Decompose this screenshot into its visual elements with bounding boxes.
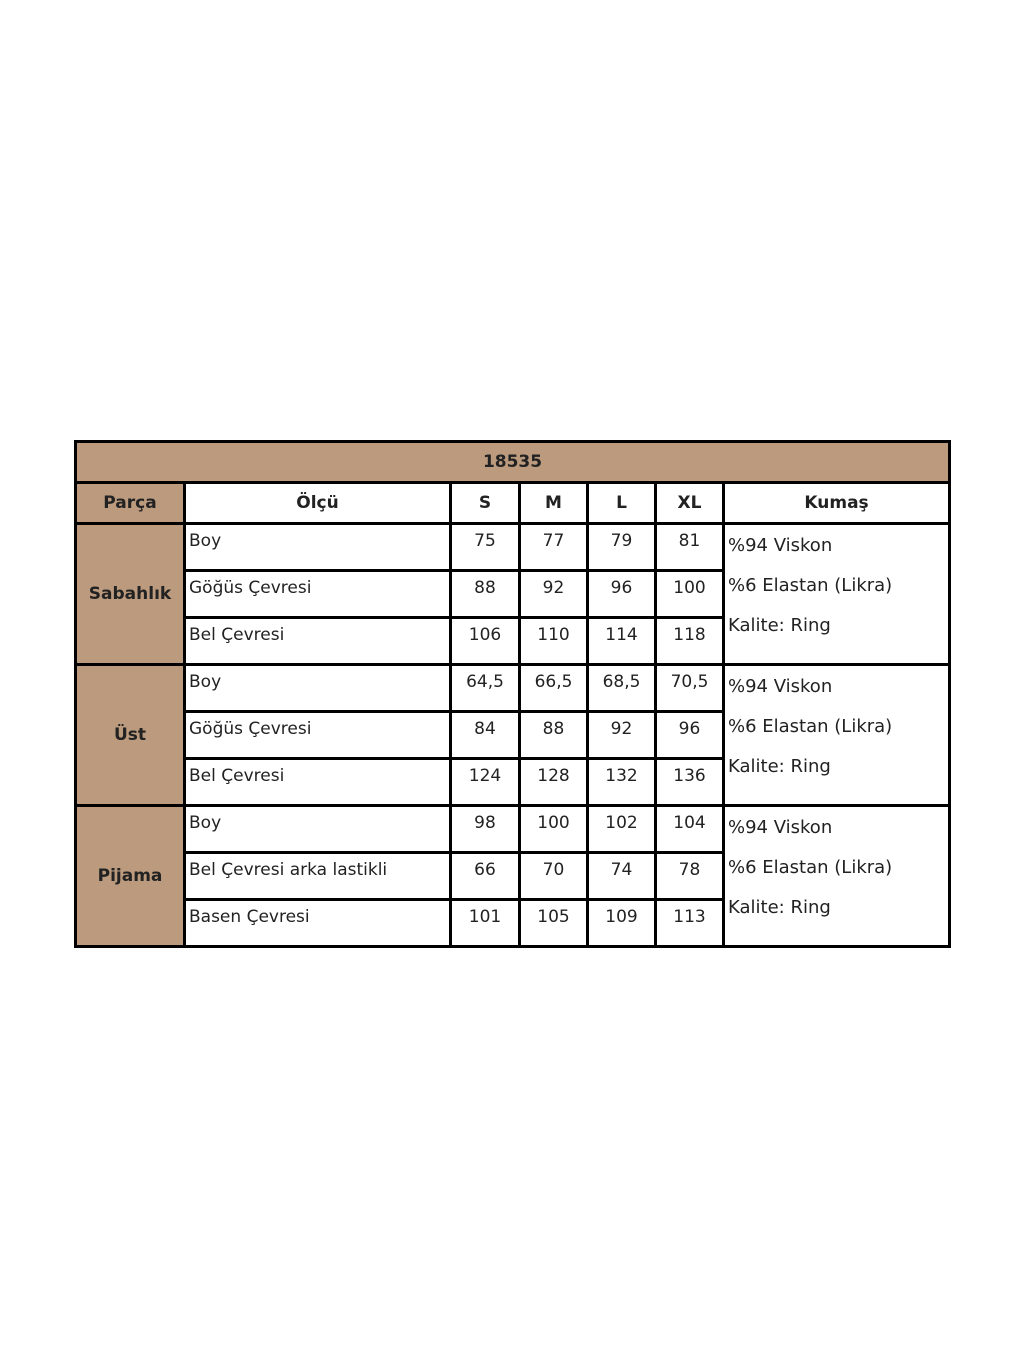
part-cell: Üst	[74, 663, 186, 807]
table-title: 18535	[73, 440, 952, 484]
value-cell: 100	[518, 804, 589, 854]
fabric-line: %94 Viskon	[728, 535, 833, 556]
measure-cell: Basen Çevresi	[183, 898, 452, 948]
header-fabric: Kumaş	[721, 481, 952, 525]
fabric-line: Kalite: Ring	[728, 756, 831, 777]
value-cell: 105	[518, 898, 589, 948]
value-cell: 100	[654, 569, 725, 619]
table-row: Bel Çevresi 124 128 132 136	[76, 757, 950, 807]
fabric-line: Kalite: Ring	[728, 615, 831, 636]
value-cell: 70	[518, 851, 589, 901]
value-cell: 101	[449, 898, 521, 948]
value-cell: 66	[449, 851, 521, 901]
value-cell: 118	[654, 616, 725, 666]
value-cell: 78	[654, 851, 725, 901]
fabric-line: %6 Elastan (Likra)	[728, 857, 893, 878]
value-cell: 77	[518, 522, 589, 572]
value-cell: 74	[586, 851, 657, 901]
fabric-line: %94 Viskon	[728, 676, 833, 697]
fabric-cell: %94 Viskon %6 Elastan (Likra) Kalite: Ring	[721, 522, 952, 666]
measure-cell: Bel Çevresi	[183, 757, 452, 807]
value-cell: 96	[586, 569, 657, 619]
value-cell: 79	[586, 522, 657, 572]
header-part: Parça	[74, 481, 186, 525]
value-cell: 66,5	[518, 663, 589, 713]
fabric-line: %6 Elastan (Likra)	[728, 575, 893, 596]
measure-cell: Bel Çevresi	[183, 616, 452, 666]
value-cell: 110	[518, 616, 589, 666]
fabric-line: %6 Elastan (Likra)	[728, 716, 893, 737]
part-cell: Pijama	[74, 804, 186, 948]
table-row: Göğüs Çevresi 88 92 96 100	[76, 569, 950, 619]
value-cell: 92	[586, 710, 657, 760]
value-cell: 104	[654, 804, 725, 854]
fabric-cell: %94 Viskon %6 Elastan (Likra) Kalite: Ring	[721, 663, 952, 807]
value-cell: 96	[654, 710, 725, 760]
value-cell: 136	[654, 757, 725, 807]
header-measure: Ölçü	[183, 481, 452, 525]
value-cell: 84	[449, 710, 521, 760]
value-cell: 81	[654, 522, 725, 572]
value-cell: 70,5	[654, 663, 725, 713]
value-cell: 88	[449, 569, 521, 619]
measure-cell: Göğüs Çevresi	[183, 710, 452, 760]
value-cell: 114	[586, 616, 657, 666]
value-cell: 109	[586, 898, 657, 948]
measure-cell: Göğüs Çevresi	[183, 569, 452, 619]
measure-cell: Boy	[183, 663, 452, 713]
value-cell: 98	[449, 804, 521, 854]
part-cell: Sabahlık	[74, 522, 186, 666]
table-row: Basen Çevresi 101 105 109 113	[76, 898, 950, 948]
header-size-m: M	[518, 481, 589, 525]
title-row: 18535	[73, 440, 952, 484]
table-row: Bel Çevresi 106 110 114 118	[76, 616, 950, 666]
size-chart-table: 18535 Parça Ölçü S M L XL Kumaş Sabahlık…	[73, 440, 952, 948]
value-cell: 113	[654, 898, 725, 948]
header-size-l: L	[586, 481, 657, 525]
value-cell: 132	[586, 757, 657, 807]
table-row: Üst Boy 64,5 66,5 68,5 70,5 %94 Viskon %6 Elast…	[74, 663, 952, 807]
fabric-line: Kalite: Ring	[728, 897, 831, 918]
table-row: Sabahlık Boy 75 77 79 81 %94 Viskon %6 Elastan …	[74, 522, 952, 666]
value-cell: 68,5	[586, 663, 657, 713]
value-cell: 75	[449, 522, 521, 572]
header-size-s: S	[449, 481, 521, 525]
measure-cell: Bel Çevresi arka lastikli	[183, 851, 452, 901]
table-row: Pijama Boy 98 100 102 104 %94 Viskon %6 Elastan…	[74, 804, 952, 948]
value-cell: 106	[449, 616, 521, 666]
header-row: Parça Ölçü S M L XL Kumaş	[74, 481, 952, 525]
fabric-cell: %94 Viskon %6 Elastan (Likra) Kalite: Ring	[721, 804, 952, 948]
value-cell: 88	[518, 710, 589, 760]
value-cell: 124	[449, 757, 521, 807]
value-cell: 92	[518, 569, 589, 619]
value-cell: 128	[518, 757, 589, 807]
fabric-line: %94 Viskon	[728, 817, 833, 838]
table-row: Göğüs Çevresi 84 88 92 96	[76, 710, 950, 760]
value-cell: 102	[586, 804, 657, 854]
table-row: Bel Çevresi arka lastikli 66 70 74 78	[76, 851, 950, 901]
measure-cell: Boy	[183, 804, 452, 854]
header-size-xl: XL	[654, 481, 725, 525]
measure-cell: Boy	[183, 522, 452, 572]
value-cell: 64,5	[449, 663, 521, 713]
